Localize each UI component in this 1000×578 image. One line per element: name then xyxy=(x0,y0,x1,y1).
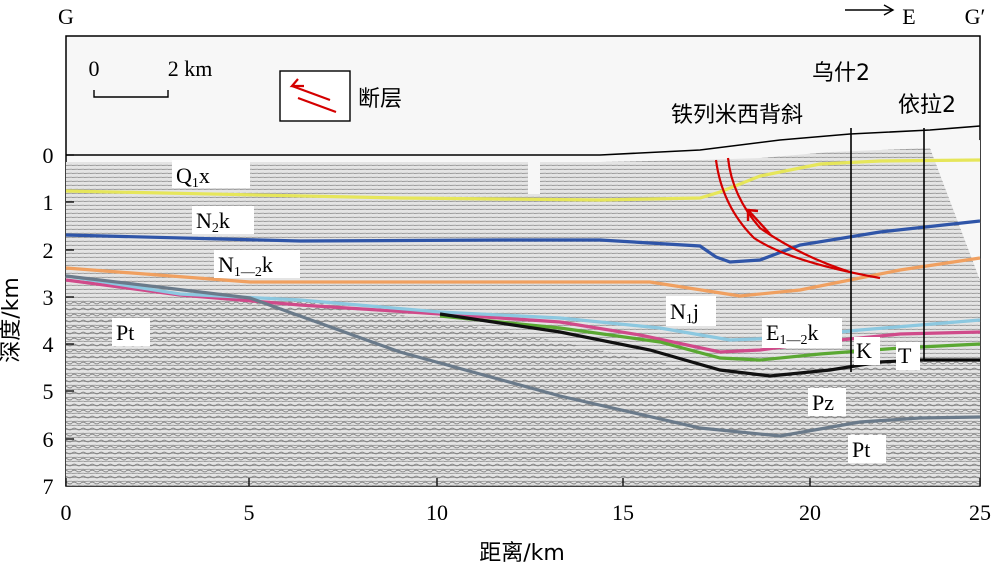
faults xyxy=(714,157,881,280)
scale-bar-end: 2 km xyxy=(168,56,213,81)
anticline-label: 铁列米西背斜 xyxy=(671,103,803,128)
topography-line xyxy=(66,125,981,156)
strata-labels: Q1x N2k N1—2k N1j E1—2k K T Pz Pt Pt xyxy=(112,160,920,463)
section-right-label: G′ xyxy=(965,4,986,29)
label-pz: Pz xyxy=(812,390,834,415)
x-tick-0: 0 xyxy=(61,500,72,525)
y-tick-4: 4 xyxy=(43,332,54,357)
fault-symbol-icon xyxy=(289,78,337,114)
x-tick-25: 25 xyxy=(969,500,991,525)
horizon-n12k xyxy=(65,256,981,298)
well-label-1: 乌什2 xyxy=(812,61,870,86)
y-tick-2: 2 xyxy=(43,238,54,263)
wells xyxy=(850,128,980,372)
horizon-n2k xyxy=(65,219,981,264)
label-pt-right: Pt xyxy=(852,437,870,462)
scale-bar-start: 0 xyxy=(89,56,100,81)
well-label-2: 依拉2 xyxy=(898,93,956,118)
y-tick-0: 0 xyxy=(43,143,54,168)
fault-arrow-icon xyxy=(746,208,771,235)
horizon-k xyxy=(439,314,981,362)
legend-fault-label: 断层 xyxy=(358,87,402,112)
arrow-right-icon xyxy=(845,4,895,16)
y-tick-7: 7 xyxy=(43,474,54,499)
x-tick-20: 20 xyxy=(799,500,821,525)
seismic-data-area xyxy=(66,140,980,486)
label-pt-left: Pt xyxy=(116,320,134,345)
label-e12k: E1—2k xyxy=(766,320,818,348)
y-tick-1: 1 xyxy=(43,190,54,215)
y-tick-3: 3 xyxy=(43,285,54,310)
label-n12k: N1—2k xyxy=(218,252,273,280)
label-k: K xyxy=(856,338,872,363)
x-tick-5: 5 xyxy=(244,500,255,525)
y-axis: 0 1 2 3 4 5 6 7 深度/km xyxy=(0,143,74,499)
x-axis: 0 5 10 15 20 25 距离/km xyxy=(61,478,991,566)
y-axis-label: 深度/km xyxy=(0,277,24,363)
direction-label: E xyxy=(902,4,915,29)
horizon-q1x xyxy=(65,158,981,202)
fault-line xyxy=(714,159,881,280)
y-tick-6: 6 xyxy=(43,427,54,452)
x-tick-10: 10 xyxy=(426,500,448,525)
y-tick-5: 5 xyxy=(43,379,54,404)
label-t: T xyxy=(898,343,912,368)
scale-bar: 0 2 km xyxy=(89,56,213,98)
x-axis-label: 距离/km xyxy=(479,541,565,566)
horizon-base xyxy=(65,274,981,438)
label-n1j: N1j xyxy=(670,299,699,327)
legend: 断层 xyxy=(279,70,402,122)
fault-line-2 xyxy=(726,157,851,274)
label-q1x: Q1x xyxy=(176,163,210,191)
section-left-label: G xyxy=(58,4,74,29)
x-tick-15: 15 xyxy=(612,500,634,525)
label-n2k: N2k xyxy=(196,208,230,236)
